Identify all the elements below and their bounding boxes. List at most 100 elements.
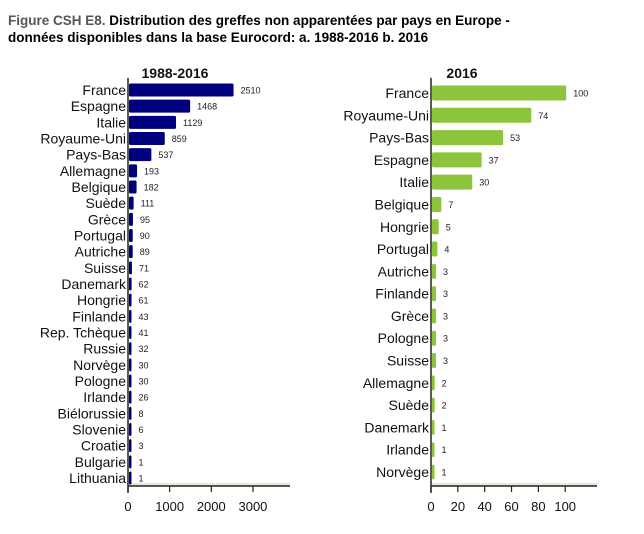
bar-Slovenie [129, 423, 132, 436]
value-label: 5 [446, 222, 451, 232]
value-label: 62 [139, 280, 149, 290]
category-label: Italie [96, 114, 126, 130]
bar-Suède [129, 196, 134, 210]
value-label: 7 [448, 200, 453, 210]
bar-Pays-Bas [432, 130, 504, 146]
value-label: 2 [442, 401, 447, 411]
value-label: 193 [144, 166, 159, 176]
category-label: Hongrie [380, 219, 429, 235]
category-label: Rep. Tchèque [40, 325, 126, 341]
x-tick-label: 100 [554, 499, 576, 514]
category-label: Pays-Bas [369, 130, 429, 146]
category-label: Suède [389, 397, 430, 413]
value-label: 26 [139, 393, 149, 403]
category-label: Allemagne [60, 163, 126, 179]
category-label: Russie [83, 341, 126, 357]
bar-France [432, 85, 567, 101]
bar-Allemagne [129, 164, 138, 178]
value-label: 2510 [241, 86, 261, 96]
bar-Portugal [432, 241, 438, 257]
x-tick-label: 0 [427, 499, 434, 514]
category-label: Royaume-Uni [40, 131, 126, 147]
axis-shadow [432, 483, 597, 486]
value-label: 41 [139, 328, 149, 338]
category-label: Italie [399, 174, 429, 190]
value-label: 2 [442, 378, 447, 388]
bar-Suède [432, 397, 435, 413]
category-label: Danemark [364, 419, 430, 435]
bar-Bulgarie [129, 455, 132, 469]
x-tick-label: 2000 [197, 499, 226, 514]
category-label: Portugal [74, 228, 126, 244]
x-tick-label: 80 [531, 499, 545, 514]
bar-Espagne [432, 152, 482, 168]
bar-Norvège [129, 358, 132, 372]
value-label: 100 [573, 89, 588, 99]
x-tick-label: 40 [477, 499, 491, 514]
category-label: Pologne [378, 330, 430, 346]
bar-Irlande [432, 442, 435, 458]
bar-Portugal [129, 229, 133, 242]
category-label: Portugal [377, 241, 429, 257]
value-label: 1468 [197, 102, 217, 112]
bar-Norvège [432, 464, 435, 480]
bar-Pays-Bas [129, 148, 152, 162]
value-label: 3 [139, 441, 144, 451]
bar-Danemark [432, 419, 435, 435]
bar-Autriche [129, 245, 133, 259]
category-label: Lithuania [69, 470, 126, 486]
category-label: Suisse [387, 353, 429, 369]
value-label: 30 [139, 377, 149, 387]
value-label: 71 [139, 263, 149, 273]
value-label: 89 [140, 247, 150, 257]
category-label: Biélorussie [58, 405, 127, 421]
category-label: Suède [86, 195, 127, 211]
value-label: 6 [139, 425, 144, 435]
category-label: Autriche [75, 244, 127, 260]
bar-Belgique [432, 196, 442, 212]
bar-Grèce [432, 308, 437, 324]
category-label: Finlande [72, 308, 126, 324]
x-tick-label: 1000 [155, 499, 184, 514]
bar-Lithuania [129, 471, 132, 485]
chart-title: 2016 [446, 65, 477, 81]
value-label: 3 [443, 311, 448, 321]
figure-title: Figure CSH E8. Distribution des greffes … [8, 12, 638, 46]
bar-Hongrie [129, 293, 132, 307]
category-label: Danemark [61, 276, 127, 292]
value-label: 537 [158, 150, 173, 160]
value-label: 61 [139, 296, 149, 306]
value-label: 30 [479, 178, 489, 188]
bar-Belgique [129, 180, 137, 194]
figure-label: Figure CSH E8. [8, 13, 106, 28]
category-label: Espagne [71, 98, 126, 114]
figure-title-line1: Distribution des greffes non apparentées… [109, 13, 510, 28]
bar-Irlande [129, 390, 132, 404]
bar-Allemagne [432, 375, 435, 391]
category-label: Irlande [83, 389, 126, 405]
x-tick-label: 3000 [238, 499, 267, 514]
value-label: 111 [141, 199, 155, 209]
bar-Hongrie [432, 219, 439, 235]
category-label: Finlande [375, 286, 429, 302]
value-label: 4 [444, 245, 449, 255]
value-label: 1 [139, 457, 144, 467]
category-label: Belgique [375, 196, 430, 212]
bar-Danemark [129, 277, 132, 291]
bar-Italie [129, 115, 177, 129]
bar-Russie [129, 342, 132, 356]
category-label: France [82, 82, 126, 98]
category-label: Bulgarie [75, 454, 127, 470]
bar-Italie [432, 174, 473, 190]
category-label: Belgique [72, 179, 127, 195]
value-label: 90 [140, 231, 150, 241]
x-tick-label: 0 [124, 499, 131, 514]
category-label: Grèce [391, 308, 429, 324]
category-label: Espagne [374, 152, 429, 168]
category-label: Norvège [73, 357, 126, 373]
bar-Autriche [432, 263, 437, 279]
value-label: 3 [443, 334, 448, 344]
category-label: Royaume-Uni [343, 107, 429, 123]
bar-Royaume-Uni [432, 107, 532, 123]
